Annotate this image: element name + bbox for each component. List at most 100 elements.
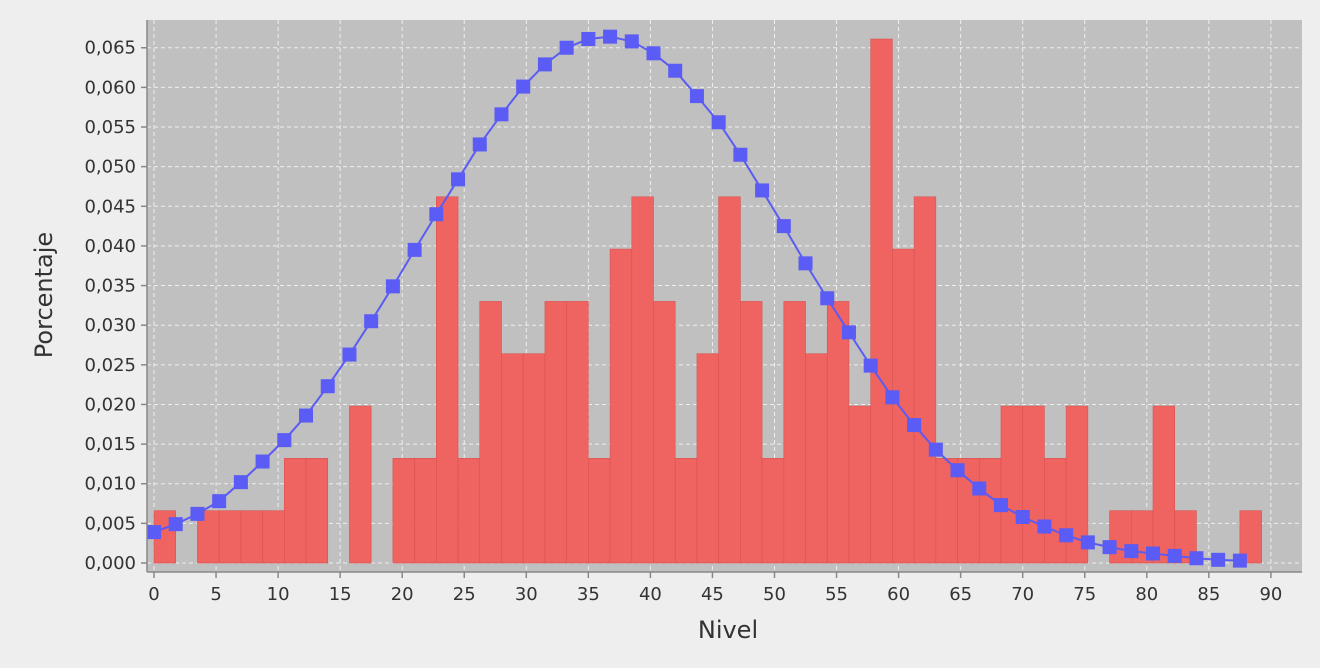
curve-point: [516, 79, 531, 94]
x-tick-label: 65: [949, 584, 972, 605]
curve-point: [407, 242, 422, 257]
histogram-bar: [870, 38, 893, 564]
histogram-bar: [588, 458, 611, 564]
curve-point: [907, 418, 922, 433]
curve-point: [190, 506, 205, 521]
curve-point: [1146, 546, 1161, 561]
curve-point: [494, 107, 509, 122]
x-tick-label: 0: [148, 584, 159, 605]
histogram-bar: [284, 458, 307, 564]
y-axis-label: Porcentaje: [30, 232, 58, 358]
histogram-bar: [1000, 405, 1023, 564]
y-tick-label: 0,000: [84, 553, 136, 574]
curve-point: [776, 219, 791, 234]
histogram-bar: [218, 510, 242, 564]
x-tick-label: 20: [391, 584, 414, 605]
curve-point: [1015, 510, 1030, 525]
y-tick-label: 0,055: [84, 117, 136, 138]
curve-point: [537, 57, 552, 72]
histogram-bar: [674, 458, 698, 564]
curve-point: [1124, 544, 1139, 559]
curve-point: [581, 32, 596, 47]
curve-point: [451, 172, 466, 187]
histogram-bar: [1239, 510, 1262, 564]
curve-point: [559, 40, 574, 55]
histogram-bar: [566, 301, 589, 564]
histogram-bar: [718, 196, 741, 564]
y-tick-label: 0,035: [84, 276, 136, 297]
curve-point: [646, 46, 661, 61]
curve-point: [1102, 540, 1117, 555]
x-tick-label: 50: [763, 584, 786, 605]
histogram-bar: [740, 301, 763, 564]
histogram-bar: [305, 458, 329, 564]
curve-point: [668, 63, 683, 78]
histogram-bar: [501, 353, 524, 564]
curve-point: [147, 525, 161, 540]
histogram-bar: [262, 510, 285, 564]
curve-point: [603, 29, 618, 44]
curve-point: [689, 89, 704, 104]
x-tick-label: 10: [267, 584, 290, 605]
x-tick-label: 70: [1011, 584, 1034, 605]
curve-point: [1232, 553, 1247, 568]
histogram-bar: [479, 301, 502, 564]
histogram-bar: [240, 510, 263, 564]
curve-point: [364, 314, 379, 329]
curve-point: [1189, 551, 1204, 566]
curve-point: [950, 463, 965, 478]
histogram-bar: [848, 405, 871, 564]
y-tick-label: 0,050: [84, 157, 136, 178]
histogram-bar: [892, 248, 915, 564]
x-tick-label: 25: [453, 584, 476, 605]
histogram-bar: [826, 301, 850, 564]
histogram-bar: [653, 301, 676, 564]
x-ticks: 0 5 10 15 20 25 30 35 40 45 50 55 60 65 70 75 80 85 90: [148, 572, 1282, 605]
curve-point: [168, 517, 183, 532]
y-tick-label: 0,005: [84, 513, 136, 534]
curve-point: [1059, 528, 1074, 543]
curve-point: [1167, 548, 1182, 563]
x-tick-label: 85: [1197, 584, 1220, 605]
y-tick-label: 0,045: [84, 196, 136, 217]
curve-point: [472, 137, 487, 152]
x-tick-label: 30: [515, 584, 538, 605]
x-tick-label: 35: [577, 584, 600, 605]
y-tick-label: 0,040: [84, 236, 136, 257]
curve-point: [972, 481, 987, 496]
curve-point: [429, 207, 444, 222]
curve-point: [711, 115, 726, 130]
x-tick-label: 80: [1135, 584, 1158, 605]
y-tick-label: 0,025: [84, 355, 136, 376]
curve-point: [755, 183, 770, 198]
y-tick-label: 0,030: [84, 315, 136, 336]
histogram-bar: [805, 353, 828, 564]
curve-point: [820, 291, 835, 306]
curve-point: [863, 358, 878, 373]
curve-point: [1211, 552, 1226, 567]
histogram-bar: [696, 353, 719, 564]
histogram-bar: [631, 196, 654, 564]
curve-point: [342, 347, 357, 362]
histogram-bar: [609, 248, 633, 564]
histogram-bar: [913, 196, 937, 564]
y-ticks: 0,000 0,005 0,010 0,015 0,020 0,025 0,030 0,035…: [84, 38, 147, 574]
x-tick-label: 45: [701, 584, 724, 605]
x-tick-label: 15: [329, 584, 352, 605]
histogram-bar: [761, 458, 785, 564]
histogram-bar: [1044, 458, 1067, 564]
curve-point: [1080, 535, 1095, 550]
x-tick-label: 60: [887, 584, 910, 605]
density-curve: [147, 29, 1247, 568]
y-tick-label: 0,015: [84, 434, 136, 455]
curve-point: [928, 442, 943, 457]
histogram-bar: [436, 196, 459, 564]
curve-point: [277, 433, 292, 448]
curve-point: [733, 147, 748, 162]
curve-point: [233, 475, 248, 490]
curve-point: [212, 494, 227, 509]
histogram-bar: [544, 301, 567, 564]
curve-point: [624, 34, 639, 49]
curve-point: [320, 379, 335, 394]
